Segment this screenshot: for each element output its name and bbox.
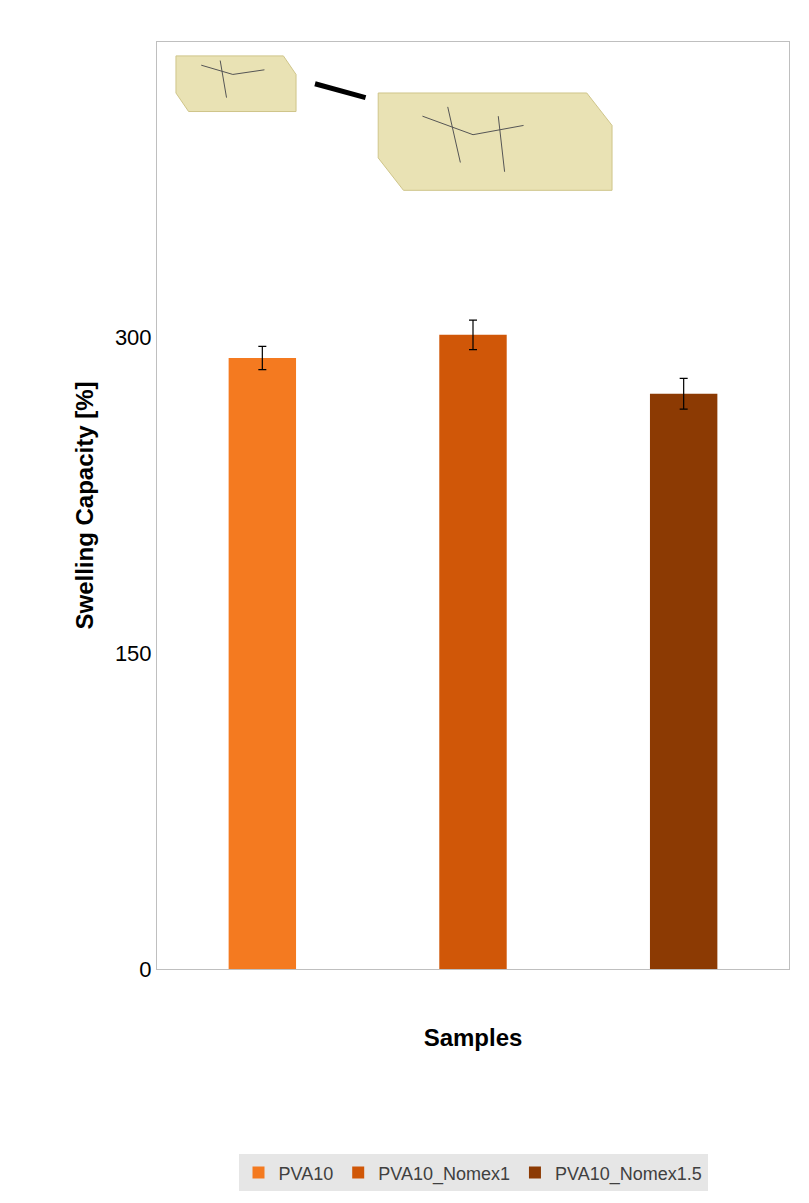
svg-text:Samples: Samples bbox=[424, 1024, 523, 1051]
svg-text:PVA10_Nomex1: PVA10_Nomex1 bbox=[378, 1164, 510, 1185]
svg-text:PVA10_Nomex1.5: PVA10_Nomex1.5 bbox=[555, 1164, 702, 1185]
svg-text:PVA10: PVA10 bbox=[279, 1164, 334, 1184]
svg-text:300: 300 bbox=[115, 325, 152, 350]
svg-text:Swelling Capacity [%]: Swelling Capacity [%] bbox=[71, 381, 98, 629]
svg-text:150: 150 bbox=[115, 641, 152, 666]
svg-text:0: 0 bbox=[139, 957, 151, 982]
